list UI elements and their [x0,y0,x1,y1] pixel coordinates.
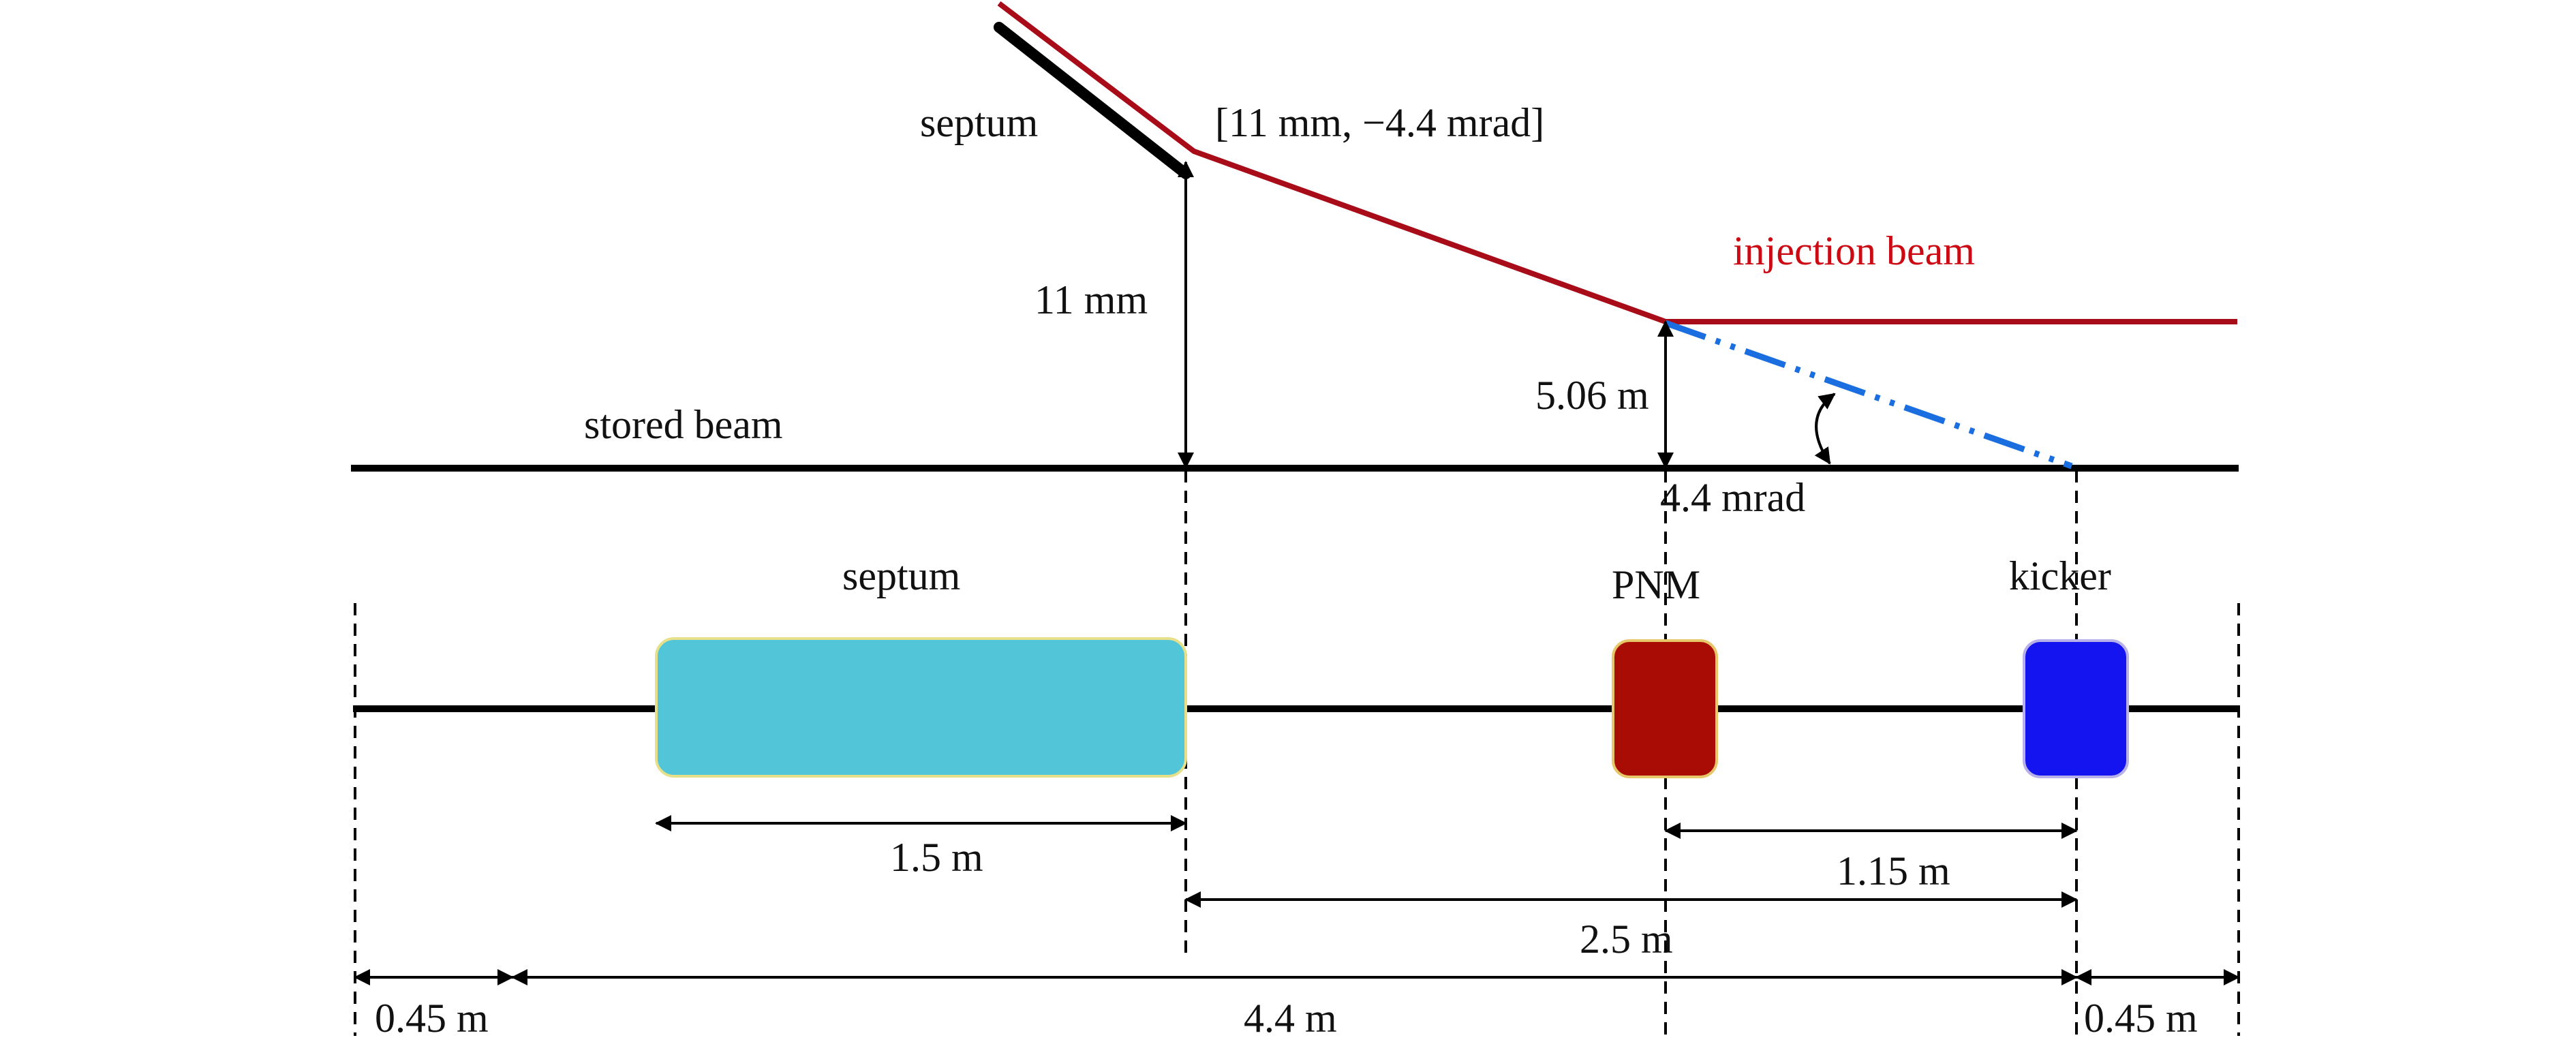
kicker-block [2023,639,2129,778]
septum-top-label: septum [920,100,1038,145]
septum-block-label: septum [842,553,960,598]
offset-506-label: 5.06 m [1535,373,1649,418]
injection-beam-trajectory [997,1,2237,324]
septum-blade [994,22,1191,179]
angle-label: 4.4 mrad [1660,475,1805,520]
right-margin-label: 0.45 m [2084,996,2198,1041]
pnm-block [1612,639,1718,778]
reference-lines [354,470,2240,1036]
stored-beam-label: stored beam [584,402,783,447]
offset-11mm-label: 11 mm [1034,277,1148,322]
septum-block [655,637,1187,778]
pnm-kicker-length-label: 1.15 m [1837,848,1950,893]
pnm-label: PNM [1612,562,1700,607]
septum-length-label: 1.5 m [890,835,983,880]
septum-exit-coordinates: [11 mm, −4.4 mrad] [1215,100,1544,145]
total-length-label: 4.4 m [1244,996,1337,1041]
angle-arc [1814,393,1836,465]
dimension-arrows [354,815,2240,985]
kicker-label: kicker [2009,553,2111,598]
kick-projection-line [1664,320,2073,470]
injection-beam-label: injection beam [1733,228,1975,273]
left-margin-label: 0.45 m [375,996,489,1041]
septum-kicker-length-label: 2.5 m [1580,917,1673,962]
